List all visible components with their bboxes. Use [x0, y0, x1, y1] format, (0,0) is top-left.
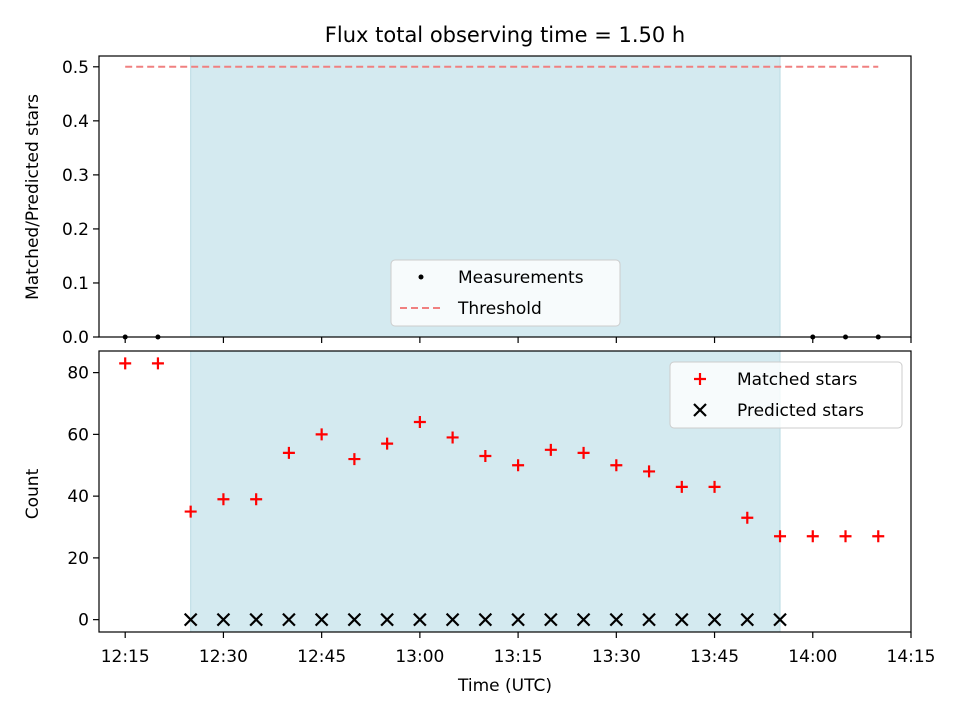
matched-stars-point: [643, 465, 656, 478]
predicted-stars-point: [773, 612, 787, 627]
matched-stars-point: [446, 431, 459, 444]
predicted-stars-point: [380, 612, 394, 627]
top-y-tick-label: 0.3: [62, 166, 89, 186]
top-y-tick-label: 0.0: [62, 328, 89, 348]
matched-stars-point: [544, 443, 557, 456]
bottom-legend-label: Matched stars: [737, 370, 857, 390]
top-legend-box: [390, 259, 621, 327]
legend-predicted-stars-marker: [693, 403, 707, 417]
matched-stars-point: [675, 480, 688, 493]
predicted-stars-point: [314, 612, 329, 627]
x-tick-label: 13:00: [395, 647, 444, 667]
bottom-y-tick-label: 80: [67, 364, 89, 384]
predicted-stars-point: [183, 612, 198, 627]
predicted-stars-point: [576, 612, 591, 627]
predicted-stars-point: [347, 612, 362, 627]
x-tick-label: 13:15: [494, 647, 543, 667]
predicted-stars-point: [216, 612, 231, 627]
matched-stars-point: [184, 505, 197, 518]
top-y-tick-label: 0.4: [62, 112, 89, 132]
matched-stars-point: [577, 446, 590, 459]
bottom-legend-label: Predicted stars: [737, 401, 864, 421]
predicted-stars-point: [511, 612, 525, 627]
bottom-legend-box: [669, 361, 903, 429]
legend-measurements-marker: [418, 274, 424, 280]
top-y-axis-label: Matched/Predicted stars: [23, 94, 43, 300]
predicted-stars-point: [413, 612, 427, 627]
bottom-y-tick-label: 20: [67, 549, 89, 569]
top-y-tick-label: 0.5: [62, 58, 89, 78]
matched-stars-point: [151, 357, 164, 370]
matched-stars-point: [119, 357, 132, 370]
x-tick-label: 12:30: [199, 647, 248, 667]
matched-stars-point: [708, 480, 721, 493]
x-tick-label: 14:15: [887, 647, 936, 667]
top-y-tick-label: 0.1: [62, 274, 89, 294]
predicted-stars-point: [249, 612, 263, 627]
matched-stars-point: [806, 530, 819, 543]
bottom-y-tick-label: 0: [78, 611, 89, 631]
x-axis-label: Time (UTC): [457, 676, 552, 696]
top-y-tick-label: 0.2: [62, 220, 89, 240]
x-tick-label: 13:45: [690, 647, 739, 667]
matched-stars-point: [217, 493, 230, 506]
chart-title: Flux total observing time = 1.50 h: [325, 23, 685, 47]
bottom-axes-frame: [98, 350, 912, 633]
predicted-stars-point: [675, 612, 689, 627]
bottom-y-axis-label: Count: [23, 468, 43, 519]
matched-stars-point: [250, 493, 263, 506]
top-legend-label: Threshold: [457, 299, 542, 319]
predicted-stars-point: [544, 612, 558, 627]
x-tick-label: 13:30: [592, 647, 641, 667]
matched-stars-point: [348, 453, 361, 466]
matched-stars-point: [479, 449, 492, 462]
predicted-stars-point: [445, 612, 460, 627]
top-axes-frame: [98, 55, 912, 338]
bottom-y-tick-label: 60: [67, 425, 89, 445]
legend-matched-stars-marker: [694, 373, 706, 385]
matched-stars-point: [413, 416, 426, 429]
matched-stars-point: [872, 530, 885, 543]
x-tick-label: 12:15: [101, 647, 150, 667]
predicted-stars-point: [478, 612, 493, 627]
predicted-stars-point: [282, 612, 296, 627]
matched-stars-point: [282, 446, 295, 459]
matched-stars-point: [512, 459, 525, 472]
x-tick-label: 12:45: [297, 647, 346, 667]
matched-stars-point: [381, 437, 394, 450]
predicted-stars-point: [609, 612, 624, 627]
matched-stars-point: [315, 428, 328, 441]
matched-stars-point: [774, 530, 787, 543]
top-legend-label: Measurements: [458, 268, 584, 288]
predicted-stars-point: [642, 612, 656, 627]
matched-stars-point: [741, 511, 754, 524]
matched-stars-point: [610, 459, 623, 472]
matched-stars-point: [839, 530, 852, 543]
predicted-stars-point: [740, 612, 755, 627]
bottom-y-tick-label: 40: [67, 487, 89, 507]
x-tick-label: 14:00: [788, 647, 837, 667]
predicted-stars-point: [707, 612, 722, 627]
